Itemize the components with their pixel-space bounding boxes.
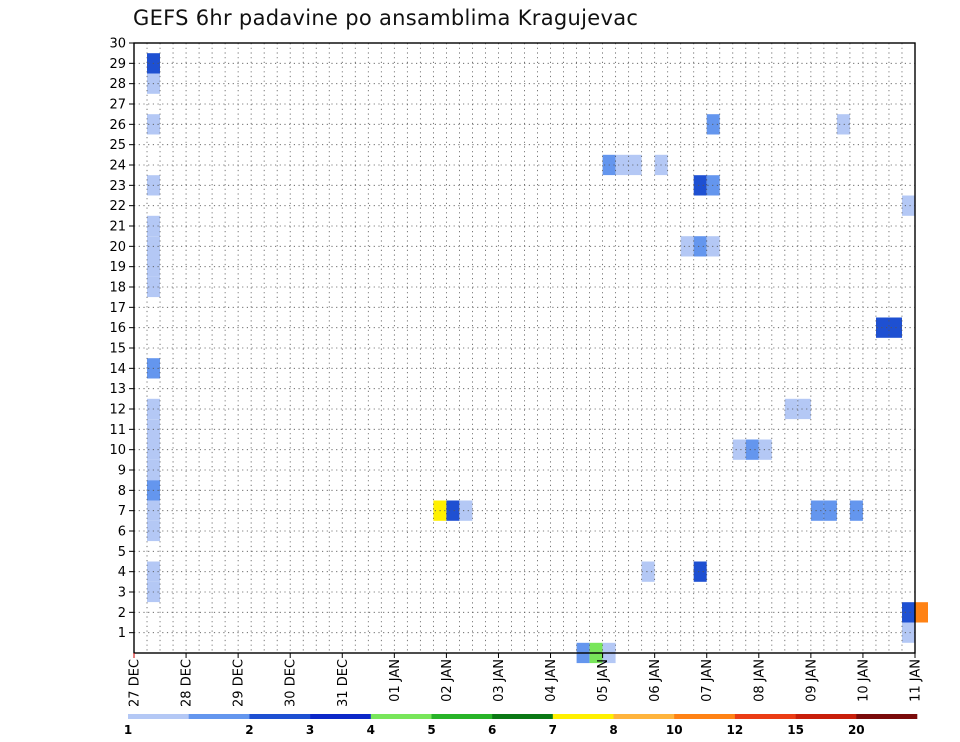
heatmap-cell <box>784 398 798 420</box>
y-tick-label: 13 <box>109 382 126 397</box>
colorbar-swatch <box>310 714 372 719</box>
y-tick-label: 4 <box>118 565 126 580</box>
x-tick-label: 31 DEC <box>336 659 351 707</box>
heatmap-cell <box>745 439 759 460</box>
y-tick-label: 21 <box>109 220 126 235</box>
colorbar-label: 12 <box>727 723 744 737</box>
heatmap-cell <box>849 500 863 521</box>
colorbar-label: 8 <box>609 723 617 737</box>
y-tick-label: 8 <box>118 484 126 499</box>
heatmap-cell <box>641 561 655 582</box>
heatmap-cell <box>446 500 460 521</box>
y-tick-label: 2 <box>118 606 126 621</box>
y-tick-label: 15 <box>109 342 126 357</box>
y-tick-label: 18 <box>109 281 126 296</box>
y-tick-label: 27 <box>109 98 126 113</box>
colorbar-swatch <box>249 714 311 719</box>
colorbar-swatch <box>128 714 189 719</box>
heatmap-cell <box>902 602 915 623</box>
x-tick-label: 10 JAN <box>856 659 871 702</box>
x-tick-label: 01 JAN <box>388 659 403 702</box>
colorbar-swatch <box>552 714 614 719</box>
colorbar-swatch <box>856 714 918 719</box>
heatmap-cell <box>797 398 811 420</box>
y-tick-label: 17 <box>109 301 126 316</box>
chart-title: GEFS 6hr padavine po ansamblima Kragujev… <box>133 6 639 30</box>
x-tick-label: 06 JAN <box>648 659 663 702</box>
heatmap-cell <box>628 154 642 176</box>
colorbar-swatch <box>431 714 493 719</box>
heatmap-cell <box>459 500 473 521</box>
y-tick-label: 1 <box>118 626 126 641</box>
heatmap-cell <box>915 602 928 623</box>
heatmap-cell <box>902 195 915 216</box>
colorbar-label: 15 <box>787 723 804 737</box>
heatmap-cell <box>732 439 746 460</box>
colorbar-swatch <box>370 714 432 719</box>
x-tick-label: 05 JAN <box>596 659 611 702</box>
x-tick-label: 28 DEC <box>180 659 195 707</box>
colorbar-label: 6 <box>488 723 496 737</box>
y-tick-label: 9 <box>118 464 126 479</box>
y-tick-label: 7 <box>118 504 126 519</box>
colorbar-label: 10 <box>666 723 683 737</box>
colorbar-label: 2 <box>245 723 253 737</box>
colorbar-swatch <box>795 714 857 719</box>
y-tick-label: 24 <box>109 159 126 174</box>
colorbar-swatch <box>734 714 796 719</box>
heatmap-cell <box>693 236 707 257</box>
x-tick-label: 09 JAN <box>804 659 819 702</box>
heatmap-cell <box>902 622 915 643</box>
y-tick-label: 26 <box>109 118 126 133</box>
x-tick-label: 08 JAN <box>752 659 767 702</box>
y-tick-label: 16 <box>109 321 126 336</box>
colorbar-label: 5 <box>427 723 435 737</box>
y-tick-label: 6 <box>118 525 126 540</box>
y-tick-label: 22 <box>109 199 126 214</box>
x-tick-label: 07 JAN <box>700 659 715 702</box>
y-tick-label: 5 <box>118 545 126 560</box>
x-tick-label: 27 DEC <box>128 659 143 707</box>
y-tick-label: 23 <box>109 179 126 194</box>
grid-layer <box>134 42 915 653</box>
heatmap-cell <box>693 561 707 582</box>
colorbar-swatch <box>613 714 675 719</box>
y-tick-label: 19 <box>109 260 126 275</box>
heatmap-cell <box>810 500 824 521</box>
heatmap-cell <box>615 154 629 176</box>
x-tick-label: 04 JAN <box>544 659 559 702</box>
axes-layer: 1234567891011121314151617181920212223242… <box>109 37 923 707</box>
y-tick-label: 11 <box>109 423 126 438</box>
y-tick-label: 3 <box>118 586 126 601</box>
y-tick-label: 14 <box>109 362 126 377</box>
colorbar-label: 3 <box>306 723 314 737</box>
heatmap-cell <box>680 236 694 257</box>
heatmap-cell <box>758 439 772 460</box>
colorbar-label: 1 <box>124 723 132 737</box>
x-tick-label: 29 DEC <box>232 659 247 707</box>
colorbar-swatch <box>674 714 736 719</box>
colorbar-swatch <box>188 714 250 719</box>
x-tick-label: 03 JAN <box>492 659 507 702</box>
colorbar-swatch <box>492 714 554 719</box>
x-tick-label: 02 JAN <box>440 659 455 702</box>
heatmap-cell <box>836 114 850 135</box>
y-tick-label: 28 <box>109 77 126 92</box>
x-tick-label: 11 JAN <box>909 659 924 702</box>
colorbar-label: 7 <box>549 723 557 737</box>
y-tick-label: 10 <box>109 443 126 458</box>
cells-layer <box>147 53 928 664</box>
colorbar-label: 4 <box>367 723 375 737</box>
y-tick-label: 20 <box>109 240 126 255</box>
x-tick-label: 30 DEC <box>284 659 299 707</box>
heatmap-cell <box>693 175 707 196</box>
colorbar-layer: 1 2 3 4 5 6 7 8 10 12 15 20 <box>124 714 918 737</box>
y-tick-label: 12 <box>109 403 126 418</box>
y-tick-label: 29 <box>109 57 126 72</box>
y-tick-label: 25 <box>109 138 126 153</box>
colorbar-label: 20 <box>848 723 865 737</box>
y-tick-label: 30 <box>109 37 126 52</box>
